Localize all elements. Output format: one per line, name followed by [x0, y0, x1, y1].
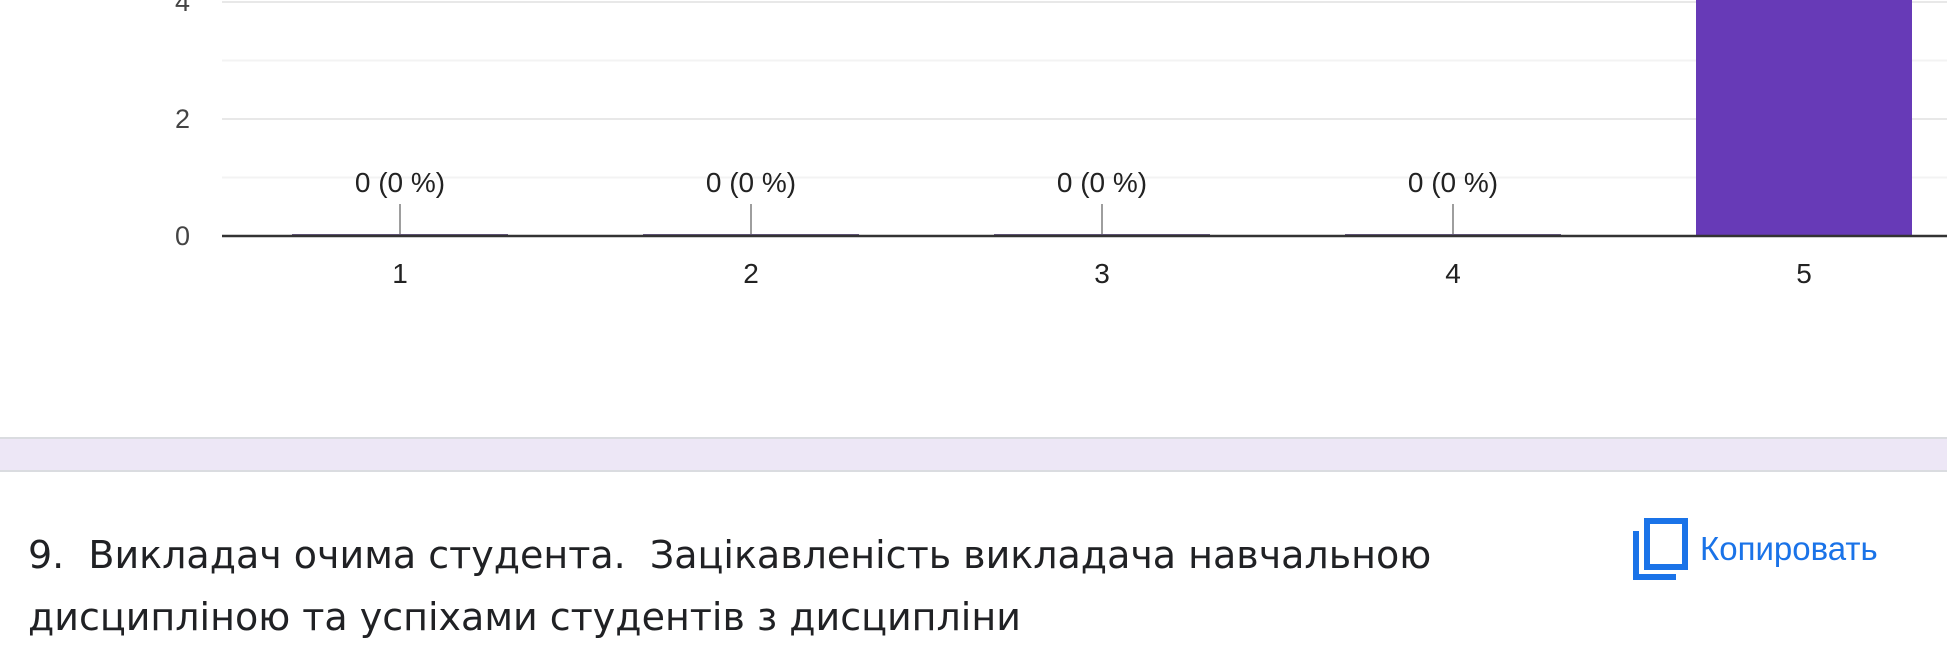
chart-card: 0 2 4 0 (0 %) 1 0 (0 %) 2 0 (0 %) 3 0 (0 %) 4 5 [174, 0, 1947, 289]
bar [1696, 0, 1912, 236]
data-label: 0 (0 %) [1408, 167, 1498, 198]
x-tick-label: 2 [743, 258, 759, 289]
x-tick-label: 3 [1094, 258, 1110, 289]
y-tick-label: 2 [175, 104, 190, 134]
section-divider [0, 437, 1947, 472]
data-label: 0 (0 %) [1057, 167, 1147, 198]
question-card: 9. Викладач очима студента. Зацікавленіс… [0, 472, 1947, 655]
copy-button[interactable]: Копировать [1632, 516, 1878, 582]
x-tick-label: 1 [392, 258, 408, 289]
y-tick-label: 0 [175, 221, 190, 251]
x-tick-label: 4 [1445, 258, 1461, 289]
y-tick-label: 4 [175, 0, 190, 17]
copy-icon [1633, 518, 1688, 580]
copy-button-label: Копировать [1700, 530, 1878, 567]
data-label: 0 (0 %) [706, 167, 796, 198]
x-tick-label: 5 [1796, 258, 1812, 289]
data-label: 0 (0 %) [355, 167, 445, 198]
bar-chart: 0 2 4 0 (0 %) 1 0 (0 %) 2 0 (0 %) 3 0 (0 %) 4 5 [175, 0, 1947, 289]
question-title: 9. Викладач очима студента. Зацікавленіс… [28, 533, 1444, 639]
